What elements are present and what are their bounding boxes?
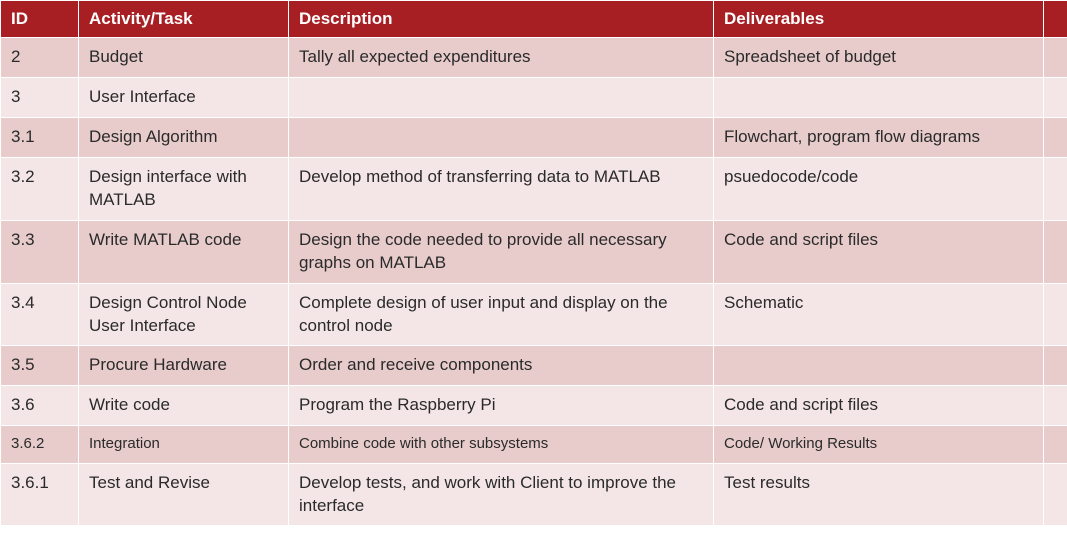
table-row: 3.1 Design Algorithm Flowchart, program … [1,117,1067,157]
cell-activity: Test and Revise [79,463,289,526]
cell-edge [1044,220,1067,283]
table-row: 3.6 Write code Program the Raspberry Pi … [1,386,1067,426]
cell-id: 3.5 [1,346,79,386]
cell-description: Develop method of transferring data to M… [289,157,714,220]
cell-id: 3.6.1 [1,463,79,526]
cell-activity: Design Algorithm [79,117,289,157]
cell-description: Develop tests, and work with Client to i… [289,463,714,526]
cell-description: Order and receive components [289,346,714,386]
table-row: 3.6.2 Integration Combine code with othe… [1,426,1067,463]
cell-id: 3.6 [1,386,79,426]
cell-description: Combine code with other subsystems [289,426,714,463]
cell-activity: Design Control Node User Interface [79,283,289,346]
cell-edge [1044,157,1067,220]
cell-id: 3.4 [1,283,79,346]
cell-description [289,77,714,117]
cell-description: Program the Raspberry Pi [289,386,714,426]
cell-deliverables: Spreadsheet of budget [714,38,1044,78]
cell-edge [1044,426,1067,463]
table-row: 3.4 Design Control Node User Interface C… [1,283,1067,346]
cell-activity: Procure Hardware [79,346,289,386]
table-row: 3.3 Write MATLAB code Design the code ne… [1,220,1067,283]
cell-deliverables: Schematic [714,283,1044,346]
table-row: 3.6.1 Test and Revise Develop tests, and… [1,463,1067,526]
cell-id: 3.1 [1,117,79,157]
cell-edge [1044,77,1067,117]
cell-id: 3.6.2 [1,426,79,463]
cell-activity: Budget [79,38,289,78]
table-header-row: ID Activity/Task Description Deliverable… [1,1,1067,38]
cell-deliverables: Flowchart, program flow diagrams [714,117,1044,157]
cell-edge [1044,346,1067,386]
cell-activity: User Interface [79,77,289,117]
cell-id: 3 [1,77,79,117]
cell-deliverables: psuedocode/code [714,157,1044,220]
table-row: 2 Budget Tally all expected expenditures… [1,38,1067,78]
activity-table: ID Activity/Task Description Deliverable… [0,0,1067,526]
col-header-deliverables: Deliverables [714,1,1044,38]
col-header-edge [1044,1,1067,38]
cell-edge [1044,117,1067,157]
col-header-id: ID [1,1,79,38]
cell-id: 3.2 [1,157,79,220]
cell-description: Tally all expected expenditures [289,38,714,78]
cell-id: 3.3 [1,220,79,283]
cell-description [289,117,714,157]
table-row: 3.5 Procure Hardware Order and receive c… [1,346,1067,386]
cell-activity: Write code [79,386,289,426]
table-row: 3 User Interface [1,77,1067,117]
cell-edge [1044,283,1067,346]
cell-edge [1044,386,1067,426]
cell-activity: Integration [79,426,289,463]
col-header-activity: Activity/Task [79,1,289,38]
cell-deliverables: Code and script files [714,386,1044,426]
cell-deliverables: Code/ Working Results [714,426,1044,463]
cell-deliverables [714,346,1044,386]
cell-activity: Design interface with MATLAB [79,157,289,220]
cell-deliverables [714,77,1044,117]
cell-description: Design the code needed to provide all ne… [289,220,714,283]
cell-activity: Write MATLAB code [79,220,289,283]
table-body: 2 Budget Tally all expected expenditures… [1,38,1067,526]
cell-edge [1044,38,1067,78]
table-row: 3.2 Design interface with MATLAB Develop… [1,157,1067,220]
cell-deliverables: Code and script files [714,220,1044,283]
cell-deliverables: Test results [714,463,1044,526]
cell-edge [1044,463,1067,526]
cell-id: 2 [1,38,79,78]
cell-description: Complete design of user input and displa… [289,283,714,346]
col-header-description: Description [289,1,714,38]
